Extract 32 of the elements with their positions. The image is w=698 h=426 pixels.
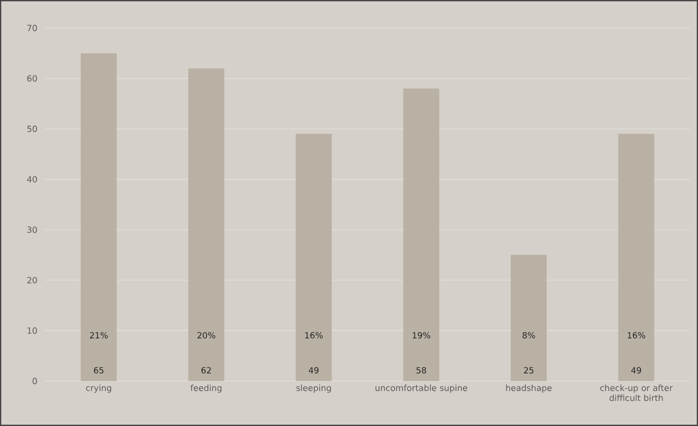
x-tick-label: headshape <box>506 384 552 393</box>
x-tick-label: crying <box>86 384 112 393</box>
x-tick-label: sleeping <box>296 384 331 393</box>
data-label: 49 <box>308 367 319 374</box>
y-tick-label: 60 <box>27 75 37 82</box>
annotation: 16% <box>628 332 646 338</box>
annotation: 19% <box>412 332 430 338</box>
x-tick-label: uncomfortable supine <box>376 384 468 393</box>
bar <box>296 134 332 381</box>
bar <box>403 88 440 381</box>
data-label: 65 <box>94 367 104 374</box>
x-tick-label: check-up or after difficult birth <box>600 384 673 402</box>
bar <box>80 53 117 381</box>
annotation: 20% <box>197 332 216 338</box>
bar <box>188 68 224 381</box>
bar <box>510 254 547 381</box>
y-tick-label: 30 <box>27 226 37 233</box>
annotation: 8% <box>522 332 535 338</box>
y-tick-label: 70 <box>27 24 37 32</box>
y-tick-label: 40 <box>27 176 37 182</box>
y-tick-label: 50 <box>27 126 37 132</box>
x-tick-label: feeding <box>190 384 222 393</box>
annotation: 21% <box>90 332 108 338</box>
y-tick-label: 0 <box>32 378 37 384</box>
data-label: 58 <box>416 367 426 374</box>
data-label: 62 <box>201 367 211 374</box>
bar <box>618 134 654 381</box>
annotation: 16% <box>305 332 323 338</box>
data-label: 25 <box>524 367 534 374</box>
data-label: 49 <box>631 367 642 374</box>
y-tick-label: 20 <box>27 276 37 284</box>
y-tick-label: 10 <box>28 327 37 334</box>
